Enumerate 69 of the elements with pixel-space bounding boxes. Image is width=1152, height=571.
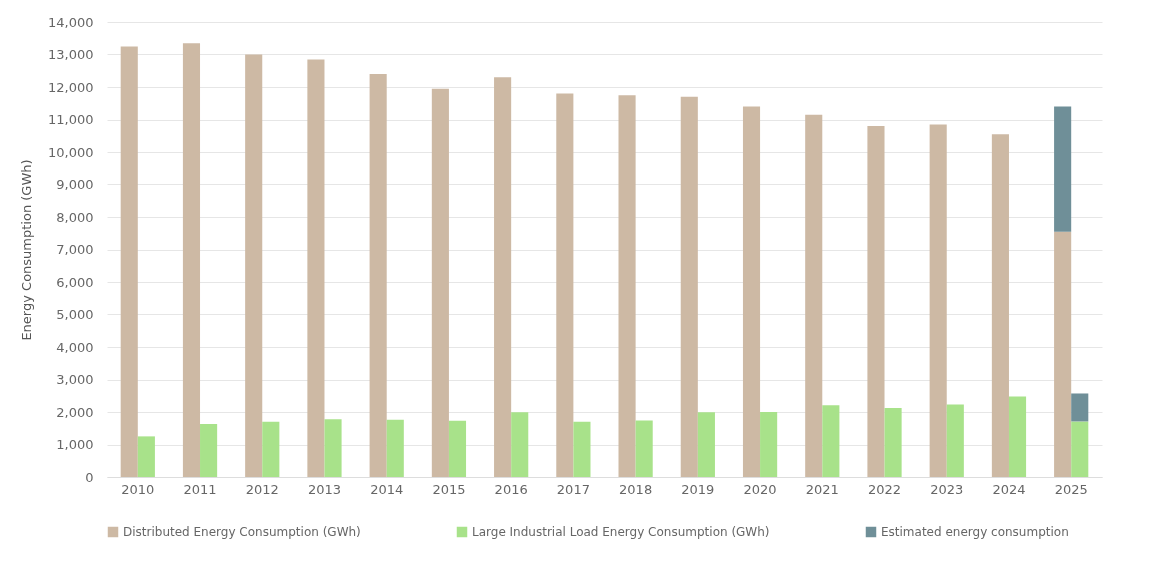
x-tick-label: 2021 bbox=[805, 481, 839, 497]
x-tick-label: 2015 bbox=[432, 481, 466, 497]
y-tick-label: 4,000 bbox=[56, 339, 94, 355]
bar bbox=[386, 419, 404, 477]
bar bbox=[805, 114, 823, 477]
x-tick-label: 2023 bbox=[930, 481, 964, 497]
y-tick-label: 8,000 bbox=[56, 209, 94, 225]
bar bbox=[324, 419, 342, 477]
bar bbox=[929, 124, 947, 477]
x-tick-label: 2024 bbox=[992, 481, 1026, 497]
y-tick-label: 3,000 bbox=[56, 372, 94, 387]
x-tick-label: 2020 bbox=[743, 481, 777, 497]
x-tick-label: 2018 bbox=[619, 481, 653, 497]
y-tick-label: 5,000 bbox=[56, 307, 94, 322]
bar bbox=[1054, 106, 1072, 232]
y-tick-label: 14,000 bbox=[48, 14, 94, 30]
bar bbox=[867, 126, 885, 477]
y-tick-label: 13,000 bbox=[48, 47, 94, 62]
bar bbox=[1008, 396, 1027, 477]
bar bbox=[822, 405, 840, 477]
bar bbox=[511, 412, 529, 477]
x-tick-label: 2016 bbox=[494, 481, 528, 497]
bar bbox=[245, 54, 263, 477]
x-tick-label: 2025 bbox=[1054, 481, 1088, 497]
bar bbox=[307, 59, 325, 477]
bar bbox=[120, 46, 138, 477]
x-tick-label: 2012 bbox=[245, 481, 279, 497]
bar bbox=[884, 408, 902, 477]
bar bbox=[182, 43, 201, 477]
bar bbox=[573, 421, 591, 477]
x-tick-label: 2017 bbox=[556, 481, 590, 497]
y-tick-label: 0 bbox=[85, 469, 94, 485]
bar bbox=[1054, 231, 1072, 477]
bar bbox=[760, 412, 778, 477]
bar bbox=[137, 436, 155, 477]
legend-label: Large Industrial Load Energy Consumption (GWh) bbox=[472, 525, 770, 539]
x-tick-label: 2013 bbox=[307, 481, 342, 497]
bar bbox=[1071, 421, 1089, 477]
x-tick-label: 2022 bbox=[867, 481, 902, 497]
y-tick-label: 1,000 bbox=[56, 437, 94, 452]
bar bbox=[635, 420, 653, 477]
y-tick-label: 7,000 bbox=[56, 242, 94, 257]
bar bbox=[448, 420, 467, 477]
bar bbox=[618, 95, 636, 477]
y-tick-label: 2,000 bbox=[56, 404, 94, 420]
bar bbox=[742, 106, 761, 477]
y-tick-label: 12,000 bbox=[48, 79, 94, 95]
bar bbox=[946, 404, 964, 477]
x-tick-label: 2014 bbox=[370, 481, 404, 497]
y-axis-title: Energy Consumption (GWh) bbox=[19, 159, 35, 341]
bar bbox=[680, 96, 698, 477]
bar bbox=[369, 74, 387, 477]
x-tick-label: 2011 bbox=[183, 481, 217, 497]
bar bbox=[556, 93, 574, 477]
bar bbox=[1071, 393, 1089, 422]
bar bbox=[262, 421, 280, 477]
bar bbox=[200, 424, 218, 477]
y-tick-label: 10,000 bbox=[48, 144, 94, 160]
x-tick-label: 2010 bbox=[121, 481, 155, 497]
bar bbox=[431, 88, 449, 477]
bar bbox=[697, 412, 715, 477]
y-tick-label: 11,000 bbox=[48, 112, 94, 127]
legend-label: Estimated energy consumption bbox=[881, 525, 1069, 539]
y-tick-label: 9,000 bbox=[56, 177, 94, 192]
bar bbox=[991, 134, 1009, 477]
y-tick-label: 6,000 bbox=[56, 274, 94, 290]
legend-label: Distributed Energy Consumption (GWh) bbox=[123, 525, 361, 539]
bar bbox=[494, 77, 512, 477]
x-tick-label: 2019 bbox=[681, 481, 715, 497]
